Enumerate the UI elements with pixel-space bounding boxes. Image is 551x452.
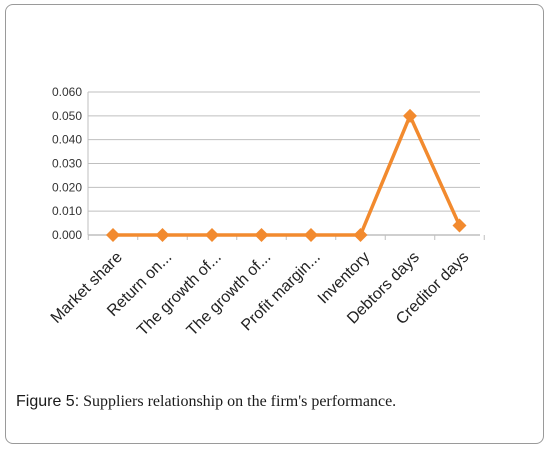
series-line <box>113 114 462 237</box>
data-point-marker <box>304 228 318 242</box>
category-label: The growth of... <box>134 249 225 340</box>
data-point-marker <box>403 108 417 123</box>
y-tick-label: 0.040 <box>52 133 82 147</box>
category-label: The growth of... <box>184 249 275 340</box>
data-point-marker <box>155 228 170 242</box>
data-point-marker <box>106 228 120 242</box>
y-tick-label: 0.060 <box>52 85 82 99</box>
figure-caption: Figure 5: Suppliers relationship on the … <box>16 393 396 411</box>
data-point-marker <box>353 228 368 242</box>
y-tick-label: 0.050 <box>52 109 82 123</box>
gridlines <box>87 91 480 236</box>
data-point-marker <box>254 228 269 242</box>
y-tick-label: 0.020 <box>52 180 82 194</box>
series-line-group <box>106 108 467 242</box>
data-point-marker <box>452 218 467 233</box>
y-tick-labels: 0.000 0.010 0.020 0.030 0.040 0.050 0.060 <box>52 85 82 242</box>
y-tick-label: 0.000 <box>52 228 82 242</box>
y-tick-label: 0.010 <box>52 204 82 218</box>
y-tick-label: 0.030 <box>52 157 82 171</box>
data-point-marker <box>205 228 219 242</box>
caption-label: Figure 5: <box>16 393 80 410</box>
caption-text: Suppliers relationship on the firm's per… <box>83 393 397 410</box>
